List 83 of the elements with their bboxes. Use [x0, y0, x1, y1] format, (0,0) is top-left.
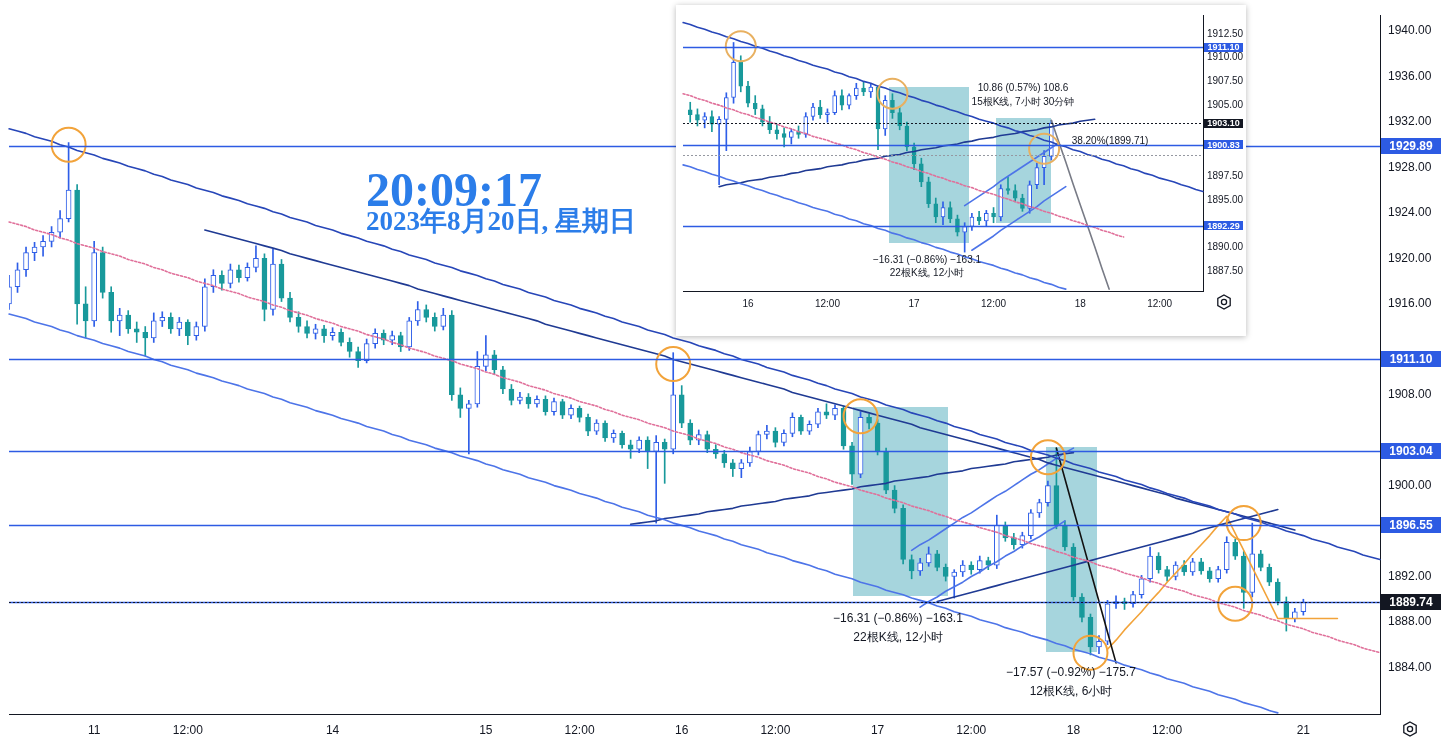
ref-line-label: 1903.10	[1207, 118, 1240, 129]
candlestick	[661, 438, 668, 484]
candlestick	[926, 176, 931, 208]
y-tick-label: 1892.00	[1388, 568, 1432, 583]
x-tick-label: 12:00	[1147, 297, 1173, 309]
candlestick	[760, 104, 765, 127]
annotation: 15根K线, 7小时 30分钟	[971, 95, 1075, 107]
ref-line-label: 1896.55	[1389, 517, 1434, 532]
candlestick	[695, 108, 700, 127]
annotation: 10.86 (0.57%) 108.6	[977, 81, 1069, 93]
y-tick-label: 1888.00	[1388, 614, 1432, 629]
y-tick-label: 1920.00	[1388, 250, 1432, 265]
x-tick-label: 12:00	[814, 297, 841, 309]
candlestick	[825, 108, 830, 123]
point	[876, 77, 909, 110]
x-tick-label: 12:00	[172, 722, 204, 737]
candlestick	[702, 112, 707, 129]
y-tick-label: 1928.00	[1388, 159, 1432, 174]
candlestick	[897, 106, 902, 131]
point	[842, 398, 879, 435]
candlestick	[955, 214, 960, 237]
point	[1217, 585, 1254, 622]
x-tick-label: 12:00	[1152, 722, 1183, 737]
y-tick-label: 1905.00	[1207, 98, 1244, 110]
point	[655, 346, 692, 383]
ref-line-label: 1889.74	[1389, 595, 1434, 609]
candlestick	[116, 308, 123, 336]
candlestick	[1005, 176, 1011, 195]
y-tick-label: 1936.00	[1388, 68, 1432, 83]
annotation: 12根K线, 6小时	[1029, 684, 1113, 699]
candlestick	[159, 311, 166, 327]
x-tick-label: 17	[908, 297, 921, 309]
point	[1029, 439, 1066, 476]
x-tick-label: 18	[1066, 722, 1081, 737]
y-tick-label: 1890.00	[1207, 241, 1244, 253]
x-tick-label: 12:00	[760, 722, 791, 737]
y-tick-label: 1924.00	[1388, 205, 1432, 220]
point	[1028, 132, 1061, 165]
y-tick-label: 1895.00	[1207, 193, 1244, 205]
x-tick-label: 17	[870, 722, 885, 737]
point	[1225, 505, 1262, 542]
point	[50, 126, 87, 163]
x-tick-label: 16	[675, 722, 689, 737]
x-tick-label: 15	[479, 722, 493, 737]
y-tick-label: 1887.50	[1207, 264, 1244, 276]
annotation: 22根K线, 12小时	[853, 630, 943, 645]
x-tick-label: 14	[325, 722, 340, 737]
ref-line-label: 1900.83	[1207, 139, 1240, 150]
ref-line-label: 1911.10	[1207, 42, 1240, 53]
x-tick-label: 16	[742, 297, 754, 309]
annotation: −16.31 (−0.86%) −163.1	[833, 611, 964, 626]
annotation: 22根K线, 12小时	[889, 266, 965, 278]
ref-line-label: 1911.10	[1389, 352, 1433, 367]
ref-line-label: 1903.04	[1389, 443, 1434, 458]
candlestick	[133, 321, 140, 343]
x-tick-label: 18	[1074, 297, 1087, 309]
y-tick-label: 1912.50	[1207, 27, 1244, 39]
x-tick-label: 21	[1296, 722, 1311, 737]
y-tick-label: 1900.00	[1388, 477, 1432, 492]
y-tick-label: 1897.50	[1207, 169, 1244, 181]
candlestick	[832, 90, 837, 115]
candlestick	[854, 82, 859, 100]
x-tick-label: 12:00	[956, 722, 987, 737]
candlestick	[142, 326, 149, 357]
y-tick-label: 1916.00	[1388, 296, 1432, 311]
x-tick-label: 12:00	[564, 722, 595, 737]
ref-line-label: 1892.29	[1207, 220, 1240, 231]
candlestick	[919, 157, 924, 187]
annotation: 38.20%(1899.71)	[1071, 134, 1149, 146]
y-tick-label: 1932.00	[1388, 114, 1432, 129]
candlestick	[767, 116, 772, 134]
y-tick-label: 1940.00	[1388, 23, 1432, 38]
point	[724, 30, 757, 63]
y-tick-label: 1884.00	[1388, 659, 1432, 674]
y-tick-label: 1907.50	[1207, 75, 1244, 87]
y-tick-label: 1908.00	[1388, 387, 1432, 402]
ref-line-label: 1929.89	[1389, 138, 1434, 153]
x-tick-label: 12:00	[981, 297, 1007, 309]
y-tick-label: 1910.00	[1207, 51, 1244, 63]
candlestick	[687, 101, 693, 123]
candlestick	[1027, 180, 1032, 214]
annotation: −17.57 (−0.92%) −175.7	[1006, 665, 1137, 680]
x-tick-label: 11	[87, 722, 101, 737]
